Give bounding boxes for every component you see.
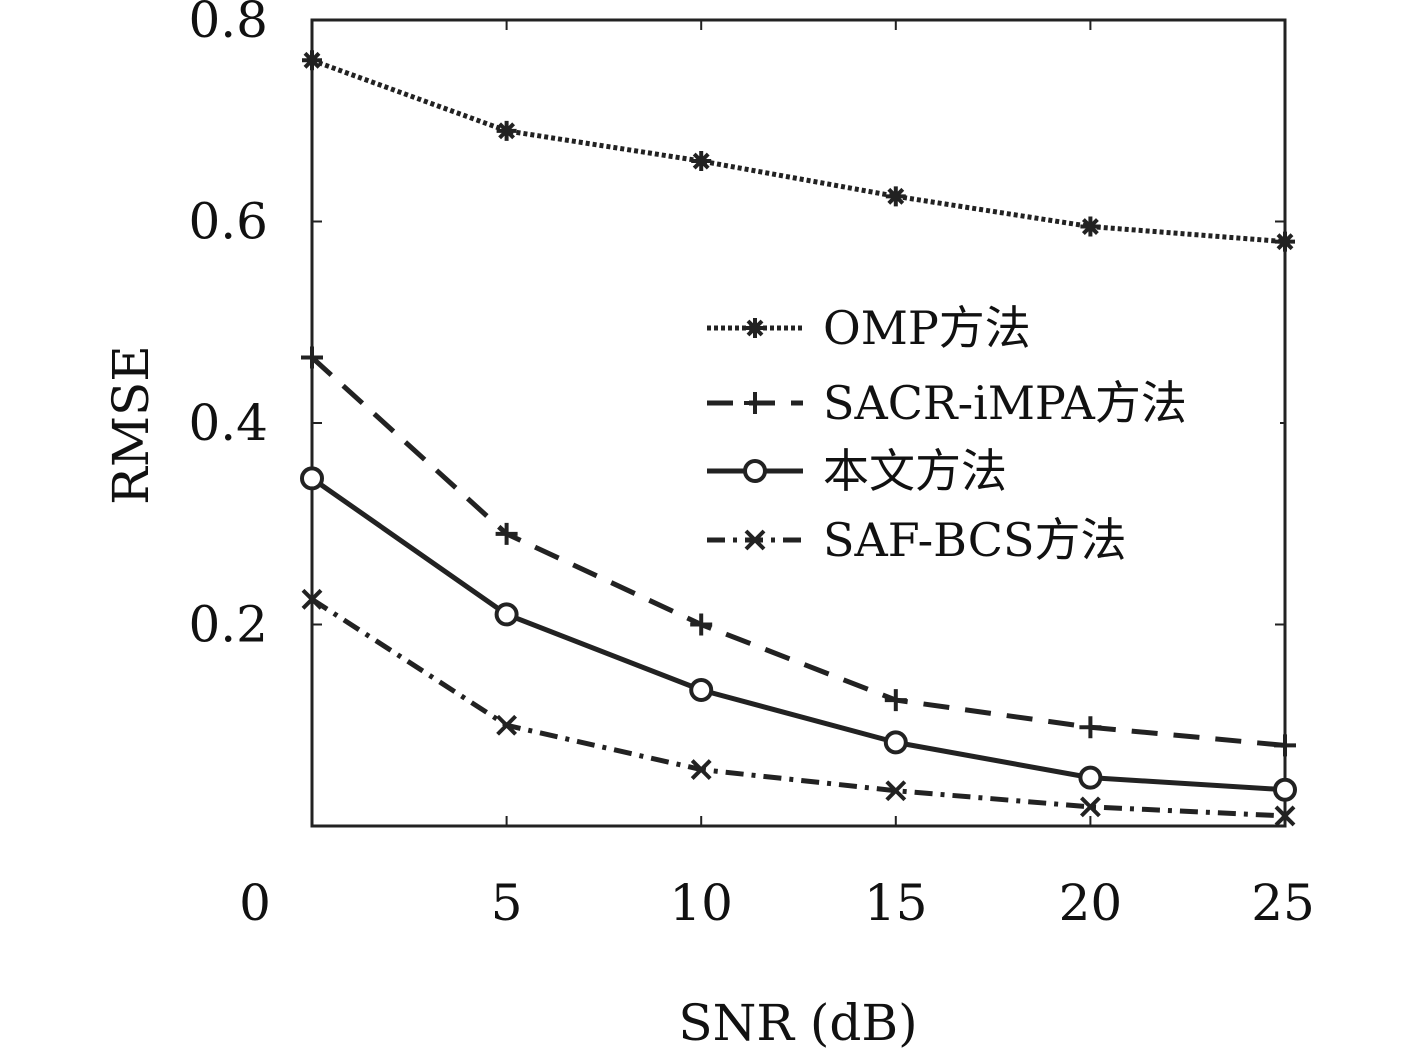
- legend-label: 本文方法: [823, 444, 1007, 498]
- data-point-marker: [690, 613, 713, 636]
- legend-marker: [744, 392, 766, 414]
- data-point-marker: [1078, 765, 1103, 790]
- legend-label: OMP方法: [823, 301, 1031, 355]
- data-point-marker: [496, 120, 517, 141]
- series-4: [301, 588, 1296, 827]
- data-point-marker: [494, 602, 519, 627]
- series-3: [300, 466, 1297, 802]
- legend-entry: 本文方法: [707, 444, 1007, 498]
- legend-marker: [745, 318, 765, 338]
- data-point-marker: [691, 151, 712, 172]
- series-line: [310, 476, 1286, 793]
- y-tick-label: 0.8: [188, 0, 268, 49]
- x-axis-title: SNR (dB): [678, 994, 917, 1052]
- legend-entry: SAF-BCS方法: [707, 513, 1127, 567]
- x-tick-label: 0: [239, 874, 271, 932]
- x-tick-label: 25: [1251, 874, 1315, 932]
- y-tick-labels: 0.2 0.4 0.6 0.8: [188, 0, 268, 654]
- legend-entry: SACR-iMPA方法: [707, 376, 1187, 430]
- x-tick-label: 20: [1059, 874, 1123, 932]
- y-tick-label: 0.4: [188, 394, 268, 452]
- data-point-marker: [885, 186, 906, 207]
- data-point-marker: [1274, 734, 1296, 757]
- y-tick-label: 0.2: [188, 596, 268, 654]
- data-point-marker: [884, 689, 907, 712]
- data-point-marker: [301, 588, 323, 610]
- legend-marker: [744, 529, 766, 551]
- series-line: [310, 597, 1286, 819]
- data-point-marker: [1275, 231, 1295, 252]
- legend-label: SACR-iMPA方法: [823, 376, 1187, 430]
- series-2: [301, 346, 1296, 757]
- data-point-marker: [1079, 716, 1102, 739]
- data-point-marker: [885, 780, 907, 802]
- data-point-marker: [689, 677, 714, 702]
- series-1: [302, 50, 1295, 252]
- legend-background: [695, 295, 1280, 595]
- data-point-marker: [1273, 777, 1297, 802]
- x-tick-label: 5: [491, 874, 523, 932]
- x-tick-labels: 0 5 10 15 20 25: [239, 874, 1315, 932]
- x-tick-label: 15: [864, 874, 928, 932]
- data-point-marker: [883, 730, 908, 755]
- data-point-marker: [1079, 796, 1101, 818]
- data-point-marker: [1274, 805, 1296, 827]
- series-line: [311, 57, 1286, 245]
- data-point-marker: [690, 759, 712, 780]
- y-tick-label: 0.6: [188, 193, 268, 251]
- data-point-marker: [495, 522, 518, 545]
- data-point-marker: [301, 346, 323, 369]
- y-axis-title: RMSE: [102, 345, 160, 505]
- legend-label: SAF-BCS方法: [823, 513, 1127, 567]
- legend-entry: OMP方法: [707, 301, 1031, 355]
- data-point-marker: [1080, 216, 1101, 237]
- data-point-marker: [300, 466, 324, 491]
- series-layer: [300, 50, 1297, 827]
- data-point-marker: [496, 714, 518, 736]
- legend-marker: [743, 459, 767, 483]
- series-line: [310, 355, 1286, 748]
- data-point-marker: [302, 50, 322, 71]
- x-tick-label: 10: [669, 874, 733, 932]
